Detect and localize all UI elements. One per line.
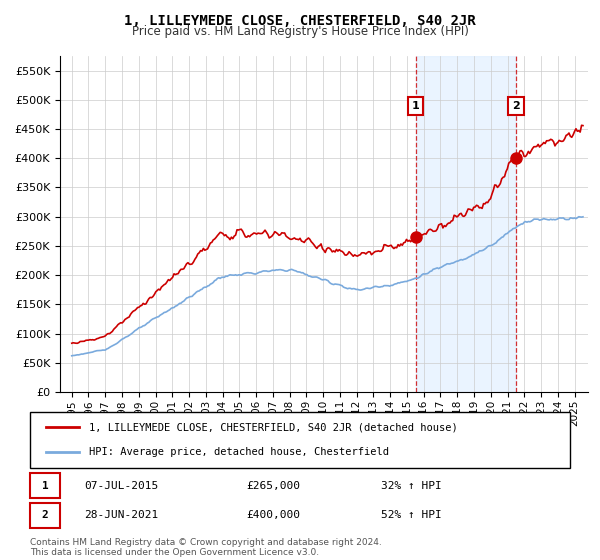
FancyBboxPatch shape (30, 473, 60, 498)
FancyBboxPatch shape (30, 412, 570, 468)
Text: 2: 2 (42, 511, 49, 520)
Text: 52% ↑ HPI: 52% ↑ HPI (381, 511, 442, 520)
Text: 1, LILLEYMEDE CLOSE, CHESTERFIELD, S40 2JR (detached house): 1, LILLEYMEDE CLOSE, CHESTERFIELD, S40 2… (89, 422, 458, 432)
Text: HPI: Average price, detached house, Chesterfield: HPI: Average price, detached house, Ches… (89, 447, 389, 457)
Text: £265,000: £265,000 (246, 481, 300, 491)
Text: 07-JUL-2015: 07-JUL-2015 (84, 481, 158, 491)
Text: 32% ↑ HPI: 32% ↑ HPI (381, 481, 442, 491)
FancyBboxPatch shape (30, 503, 60, 528)
Text: 1: 1 (412, 101, 419, 111)
Text: £400,000: £400,000 (246, 511, 300, 520)
Text: Price paid vs. HM Land Registry's House Price Index (HPI): Price paid vs. HM Land Registry's House … (131, 25, 469, 38)
Text: Contains HM Land Registry data © Crown copyright and database right 2024.
This d: Contains HM Land Registry data © Crown c… (30, 538, 382, 557)
Text: 2: 2 (512, 101, 520, 111)
Text: 1: 1 (42, 481, 49, 491)
Text: 1, LILLEYMEDE CLOSE, CHESTERFIELD, S40 2JR: 1, LILLEYMEDE CLOSE, CHESTERFIELD, S40 2… (124, 14, 476, 28)
Bar (416, 56, 516, 392)
Text: 28-JUN-2021: 28-JUN-2021 (84, 511, 158, 520)
